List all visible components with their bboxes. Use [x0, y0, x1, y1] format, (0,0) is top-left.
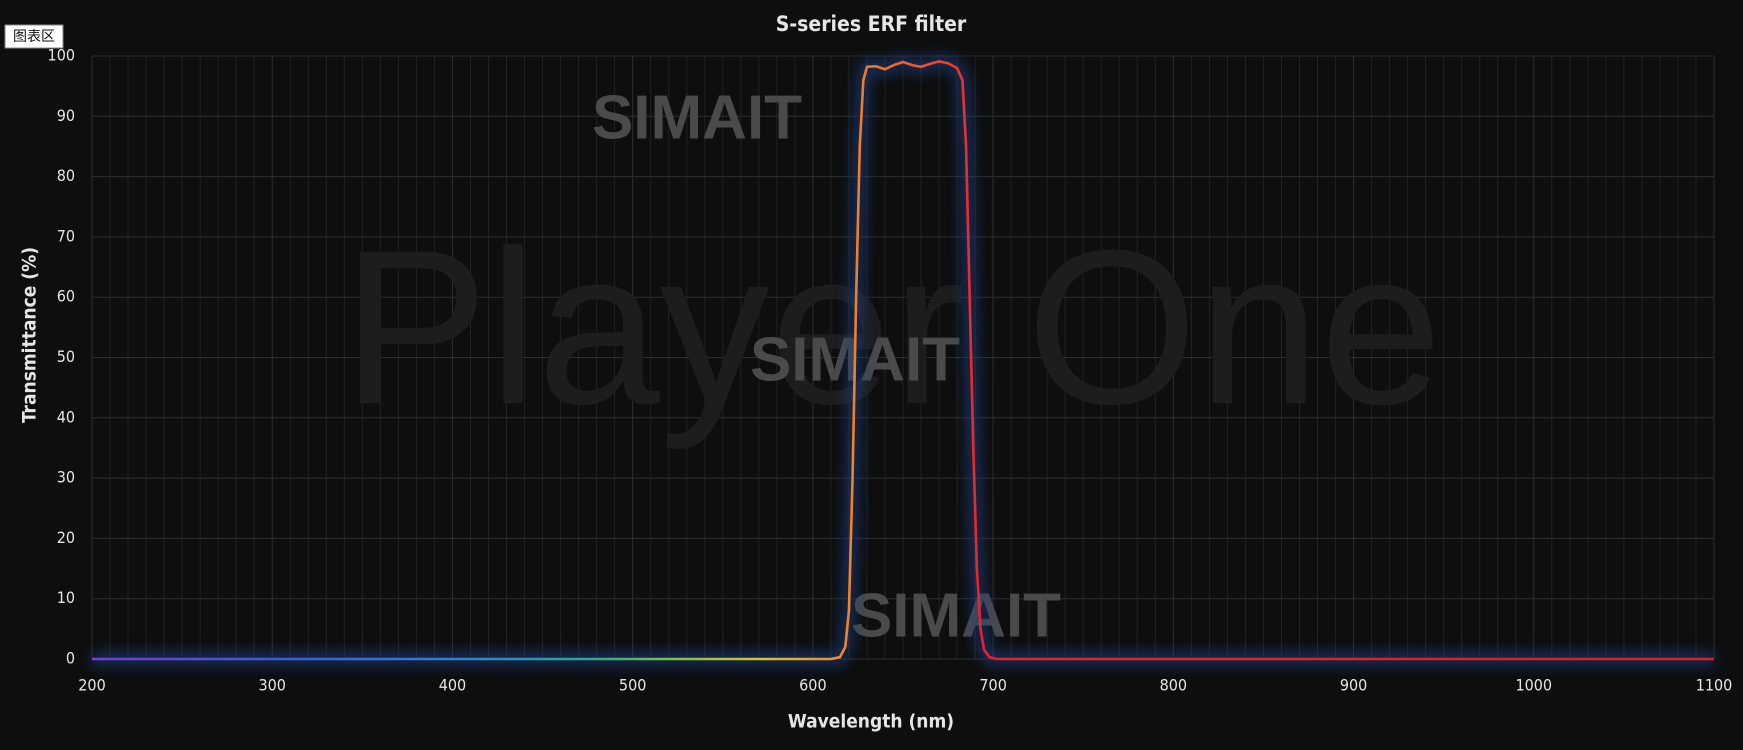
- x-tick-label: 600: [799, 676, 826, 695]
- y-tick-label: 80: [57, 166, 75, 185]
- x-tick-label: 200: [78, 676, 105, 695]
- y-tick-label: 50: [57, 347, 75, 366]
- x-tick-label: 1000: [1515, 676, 1552, 695]
- y-tick-label: 60: [57, 287, 75, 306]
- watermark: Player One: [342, 204, 1443, 450]
- x-tick-label: 800: [1160, 676, 1187, 695]
- y-tick-label: 20: [57, 528, 75, 547]
- y-tick-label: 40: [57, 407, 75, 426]
- x-tick-label: 1100: [1696, 676, 1733, 695]
- corner-label: 图表区: [13, 29, 55, 45]
- chart-title: S-series ERF filter: [776, 12, 967, 36]
- x-tick-label: 900: [1340, 676, 1367, 695]
- y-axis-label: Transmittance (%): [19, 247, 41, 423]
- y-tick-label: 0: [66, 649, 75, 668]
- y-tick-label: 10: [57, 588, 75, 607]
- line: [92, 60, 1714, 661]
- y-tick-label: 30: [57, 468, 75, 487]
- y-tick-label: 70: [57, 226, 75, 245]
- y-tick-label: 100: [48, 46, 75, 65]
- x-tick-label: 400: [439, 676, 466, 695]
- x-tick-label: 300: [258, 676, 285, 695]
- x-tick-label: 700: [979, 676, 1006, 695]
- watermark: SIMAIT: [851, 581, 1061, 650]
- x-tick-label: 500: [619, 676, 646, 695]
- watermark: SIMAIT: [592, 83, 802, 152]
- corner-box: [4, 24, 64, 49]
- y-tick-label: 90: [57, 106, 75, 125]
- x-axis-label: Wavelength (nm): [788, 711, 954, 733]
